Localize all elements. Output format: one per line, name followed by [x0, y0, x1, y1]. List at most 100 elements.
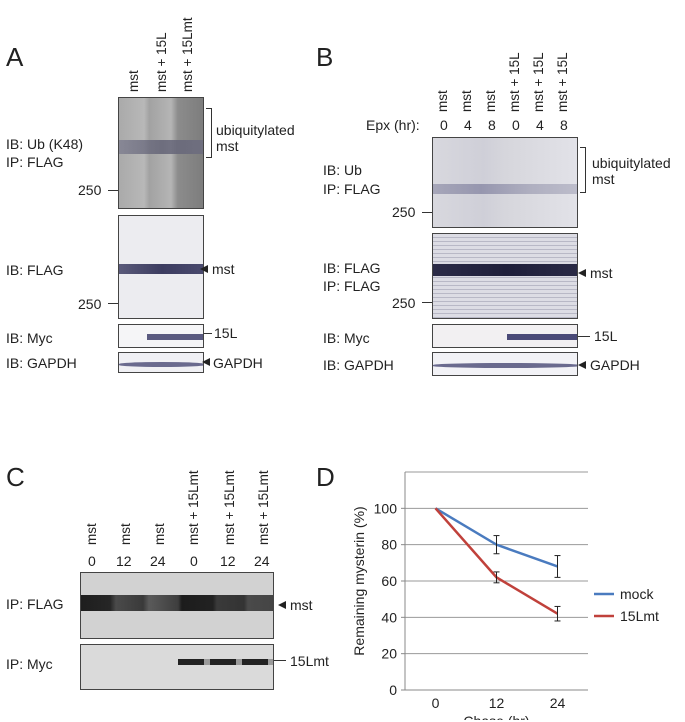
- panel-b-ub-blot: [432, 137, 578, 228]
- panel-c-myc-ip-label: IP: Myc: [6, 656, 53, 672]
- panel-b-epx-3: 0: [512, 117, 520, 133]
- panel-b-myc-blot: [432, 324, 578, 348]
- panel-a-flag-blot: [118, 215, 204, 319]
- panel-a-gapdh-ib-label: IB: GAPDH: [6, 355, 77, 371]
- panel-c-myc-tick: [274, 660, 286, 661]
- panel-c-time-5: 24: [254, 553, 270, 569]
- panel-b-epx-4: 4: [536, 117, 544, 133]
- panel-a-gapdh-side-label: GAPDH: [213, 355, 263, 371]
- panel-b-lane-label-4: mst + 15L: [507, 52, 522, 112]
- panel-b-ub-side-label-2: mst: [592, 171, 615, 187]
- x-tick-label-24: 24: [550, 695, 566, 711]
- panel-a-myc-blot: [118, 324, 204, 348]
- panel-b-epx-5: 8: [560, 117, 568, 133]
- panel-c-flag-arrow: [278, 601, 286, 609]
- panel-c-myc-blot: [80, 644, 274, 690]
- panel-a-flag-band: [119, 264, 203, 274]
- panel-b-flag-marker: 250: [392, 295, 416, 311]
- y-tick-label-100: 100: [374, 500, 398, 516]
- panel-c-lane-label-2: mst: [118, 523, 133, 545]
- x-axis-label: Chase (hr): [463, 713, 529, 720]
- panel-b-epx-2: 8: [488, 117, 496, 133]
- panel-c-time-2: 24: [150, 553, 166, 569]
- panel-a-flag-side-label: mst: [212, 261, 235, 277]
- x-tick-label-12: 12: [489, 695, 505, 711]
- y-tick-label-60: 60: [381, 573, 397, 589]
- panel-c-lane-label-4: mst + 15Lmt: [186, 470, 201, 545]
- panel-b-lane-label-3: mst: [483, 90, 498, 112]
- panel-b-gapdh-blot: [432, 352, 578, 376]
- panel-b-epx-1: 4: [464, 117, 472, 133]
- y-tick-label-80: 80: [381, 537, 397, 553]
- panel-a-ub-blot: [118, 97, 204, 209]
- panel-b-flag-blot: [432, 233, 578, 319]
- panel-a-lane-label-1: mst: [126, 70, 141, 92]
- panel-b-ub-bracket: [580, 147, 586, 193]
- x-tick-label-0: 0: [432, 695, 440, 711]
- legend-label-15Lmt: 15Lmt: [620, 608, 659, 624]
- panel-c-flag-blot: [80, 572, 274, 639]
- panel-b-lane-label-1: mst: [435, 90, 450, 112]
- legend-label-mock: mock: [620, 586, 654, 602]
- panel-b-ub-ib-label: IB: Ub: [323, 162, 362, 178]
- panel-a-flag-arrow: [200, 265, 208, 273]
- panel-b-myc-tick: [578, 336, 590, 337]
- panel-a-ub-side-label-2: mst: [216, 138, 239, 154]
- y-axis-label: Remaining mysterin (%): [351, 506, 367, 655]
- panel-b-flag-ip-label: IP: FLAG: [323, 278, 381, 294]
- panel-b-ub-side-label-1: ubiquitylated: [592, 155, 671, 171]
- panel-a-ub-side-label-1: ubiquitylated: [216, 122, 295, 138]
- decay-chart: 0 20 40 60 80 100 0 12 24 Chase (hr) Remaining mys…: [351, 471, 659, 720]
- panel-b-flag-band: [433, 264, 577, 276]
- panel-a-flag-ib-label: IB: FLAG: [6, 262, 64, 278]
- panel-d-letter: D: [316, 462, 335, 492]
- panel-a-flag-marker-tick: [108, 303, 118, 304]
- y-tick-label-40: 40: [381, 609, 397, 625]
- panel-c-flag-side-label: mst: [290, 597, 313, 613]
- panel-a-ub-ip-label: IP: FLAG: [6, 154, 64, 170]
- panel-b-myc-side-label: 15L: [594, 328, 618, 344]
- panel-b-epx-0: 0: [440, 117, 448, 133]
- panel-c-letter: C: [6, 462, 25, 492]
- panel-b-ub-ip-label: IP: FLAG: [323, 181, 381, 197]
- panel-b-flag-ib-label: IB: FLAG: [323, 260, 381, 276]
- panel-a-ub-band: [119, 140, 203, 154]
- panel-b-flag-side-label: mst: [590, 265, 613, 281]
- panel-b-epx-label: Epx (hr):: [366, 117, 420, 133]
- panel-c-lane-label-1: mst: [84, 523, 99, 545]
- panel-c-myc-band: [178, 659, 273, 665]
- y-tick-label-0: 0: [389, 682, 397, 698]
- panel-b-ub-marker-tick: [422, 212, 432, 213]
- panel-b-lane-label-5: mst + 15L: [531, 52, 546, 112]
- panel-b-ub-band: [433, 184, 577, 194]
- panel-a-letter: A: [6, 42, 24, 72]
- panel-b-letter: B: [316, 42, 334, 72]
- panel-b-gapdh-arrow: [578, 361, 586, 369]
- panel-a-ub-bracket: [206, 108, 212, 158]
- panel-a-lane-label-3: mst + 15Lmt: [180, 17, 195, 92]
- panel-b-gapdh-ib-label: IB: GAPDH: [323, 357, 394, 373]
- panel-b-gapdh-side-label: GAPDH: [590, 357, 640, 373]
- panel-a-ub-marker-tick: [108, 190, 118, 191]
- panel-c-time-1: 12: [116, 553, 132, 569]
- panel-b-flag-marker-tick: [422, 302, 432, 303]
- panel-a-myc-ib-label: IB: Myc: [6, 330, 53, 346]
- panel-c-time-0: 0: [88, 553, 96, 569]
- panel-a-myc-side-label: 15L: [214, 325, 238, 341]
- panel-b-flag-arrow: [578, 269, 586, 277]
- panel-a-ub-marker: 250: [78, 182, 102, 198]
- panel-b-lane-label-2: mst: [459, 90, 474, 112]
- panel-c-time-4: 12: [220, 553, 236, 569]
- panel-b-myc-band: [507, 334, 577, 340]
- panel-a-myc-tick: [204, 333, 212, 334]
- panel-c-lane-label-3: mst: [152, 523, 167, 545]
- panel-c-time-3: 0: [190, 553, 198, 569]
- panel-a-myc-band: [147, 334, 203, 340]
- panel-c-flag-ip-label: IP: FLAG: [6, 596, 64, 612]
- panel-a-gapdh-blot: [118, 352, 204, 373]
- panel-c-lane-label-6: mst + 15Lmt: [256, 470, 271, 545]
- panel-a-ub-ib-label: IB: Ub (K48): [6, 136, 84, 152]
- panel-c-lane-label-5: mst + 15Lmt: [222, 470, 237, 545]
- panel-b-lane-label-6: mst + 15L: [555, 52, 570, 112]
- panel-b-myc-ib-label: IB: Myc: [323, 330, 370, 346]
